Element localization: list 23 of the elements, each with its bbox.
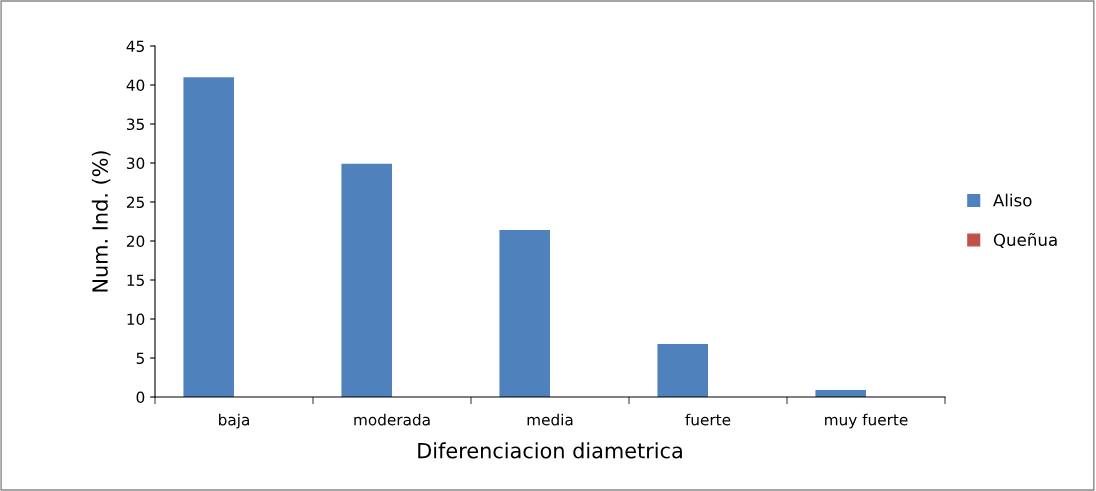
y-tick-label: 20 bbox=[126, 235, 145, 248]
legend-label: Aliso bbox=[993, 193, 1032, 207]
y-tick-label: 45 bbox=[126, 40, 144, 53]
y-tick-label: 15 bbox=[127, 274, 144, 287]
legend-label: Queñua bbox=[993, 232, 1057, 248]
x-tick-label: muy fuerte bbox=[825, 413, 908, 429]
x-tick-label: media bbox=[527, 413, 573, 426]
y-tick-label: 25 bbox=[126, 196, 144, 209]
y-tick-label: 30 bbox=[127, 157, 145, 170]
bar bbox=[183, 77, 234, 397]
x-tick-label: moderada bbox=[354, 413, 430, 426]
x-axis-title: Diferenciacion diametrica bbox=[418, 442, 682, 459]
x-tick-label: baja bbox=[219, 413, 249, 429]
y-tick-label: 35 bbox=[127, 118, 144, 131]
bar bbox=[499, 230, 550, 397]
y-tick-label: 5 bbox=[136, 352, 144, 365]
y-tick-label: 0 bbox=[136, 391, 145, 404]
y-tick-label: 40 bbox=[126, 79, 145, 92]
y-tick-label: 10 bbox=[127, 313, 145, 326]
y-axis-title: Num. Ind. (%) bbox=[91, 151, 111, 292]
x-tick-label: fuerte bbox=[685, 413, 731, 426]
bar bbox=[341, 163, 392, 397]
bar bbox=[657, 343, 708, 397]
